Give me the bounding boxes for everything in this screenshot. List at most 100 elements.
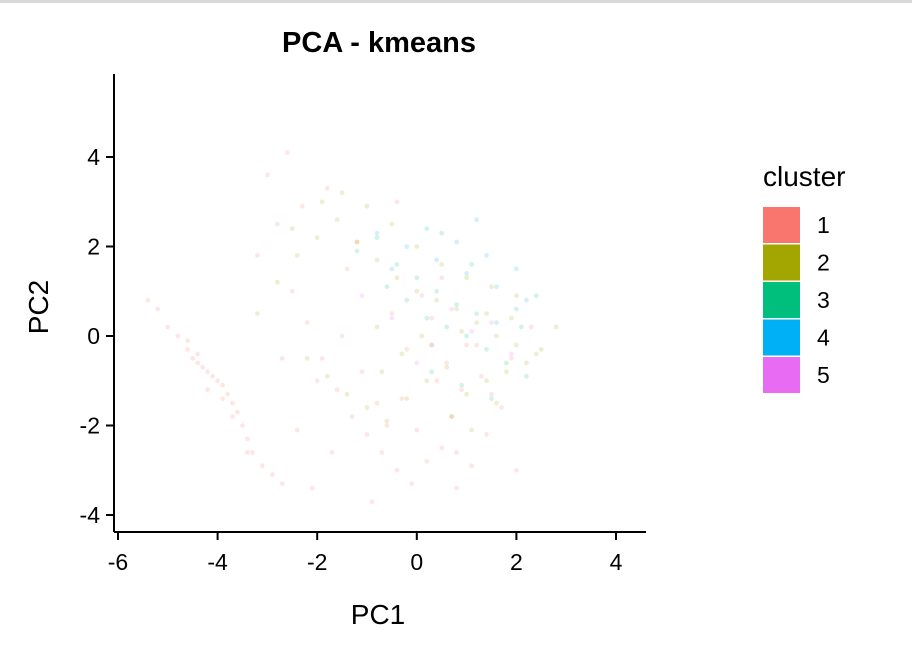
legend-key-1 [763,207,800,243]
x-tick-label: 0 [410,549,423,575]
point-cluster-5 [509,351,514,357]
point-cluster-3 [444,324,450,330]
point-cluster-3 [454,302,459,308]
x-tick-label: -2 [307,549,327,575]
point-cluster-1 [439,445,445,451]
point-cluster-3 [464,333,469,339]
point-cluster-2 [414,288,420,294]
point-cluster-1 [279,481,285,487]
point-cluster-2 [424,378,430,384]
point-cluster-1 [449,414,455,419]
point-cluster-5 [359,293,365,299]
point-cluster-2 [389,221,395,227]
point-cluster-1 [469,463,474,469]
y-tick-label: 4 [87,144,100,170]
point-cluster-1 [260,463,265,469]
point-cluster-1 [299,203,305,209]
x-tick-label: -6 [108,549,128,575]
point-cluster-1 [215,378,221,384]
point-cluster-1 [265,172,270,178]
point-cluster-1 [454,450,459,455]
point-cluster-2 [484,378,489,384]
point-cluster-1 [235,409,240,415]
point-cluster-2 [364,405,370,410]
point-cluster-1 [459,387,464,393]
point-cluster-1 [294,427,300,433]
point-cluster-1 [145,297,151,303]
point-cluster-2 [294,253,300,258]
point-cluster-1 [399,396,405,401]
point-cluster-3 [374,235,380,241]
point-cluster-2 [464,275,469,281]
point-cluster-2 [429,342,435,348]
point-cluster-4 [474,217,479,223]
point-cluster-2 [394,275,400,281]
point-cluster-1 [514,467,519,473]
point-cluster-1 [359,369,365,375]
point-cluster-3 [354,248,360,254]
point-cluster-3 [434,288,440,294]
point-cluster-2 [494,400,499,406]
point-cluster-3 [474,311,479,316]
point-cluster-2 [489,284,494,290]
point-cluster-3 [429,369,435,375]
point-cluster-3 [424,315,430,321]
point-cluster-2 [324,373,330,379]
point-cluster-5 [414,360,420,366]
point-cluster-4 [424,226,430,232]
point-cluster-1 [394,467,400,473]
point-cluster-2 [464,391,469,397]
point-cluster-1 [334,387,340,393]
point-cluster-1 [354,239,360,245]
point-cluster-1 [255,253,260,258]
point-cluster-2 [334,217,340,223]
point-cluster-1 [185,347,191,352]
point-cluster-2 [304,356,310,361]
point-cluster-1 [210,373,216,379]
point-cluster-2 [449,414,455,419]
point-cluster-1 [250,450,255,455]
point-cluster-1 [434,378,440,384]
point-cluster-1 [275,221,280,227]
point-cluster-1 [439,275,445,281]
point-cluster-2 [354,239,360,245]
point-cluster-2 [379,369,385,375]
legend-title: cluster [763,161,845,192]
point-cluster-1 [424,458,430,464]
point-cluster-1 [195,351,201,357]
point-cluster-1 [394,199,400,205]
points-layer [145,150,559,504]
point-cluster-1 [324,185,330,191]
point-cluster-1 [329,450,335,455]
point-cluster-3 [489,396,494,401]
point-cluster-1 [474,342,479,348]
point-cluster-1 [284,150,290,155]
legend-items: 1 2 3 4 5 [763,207,830,393]
point-cluster-2 [524,360,529,366]
point-cluster-1 [155,306,161,312]
legend-key-5 [763,357,800,393]
point-cluster-2 [469,427,474,433]
point-cluster-2 [538,347,544,352]
point-cluster-2 [275,279,280,285]
point-cluster-2 [439,262,445,267]
point-cluster-1 [195,360,201,366]
point-cluster-4 [404,244,410,249]
point-cluster-2 [384,418,390,424]
point-cluster-2 [459,329,464,334]
point-cluster-1 [364,432,370,437]
legend-key-2 [763,244,800,281]
point-cluster-2 [364,203,370,209]
point-cluster-1 [225,391,231,397]
chart-title: PCA - kmeans [282,27,476,59]
point-cluster-4 [464,271,469,276]
point-cluster-1 [205,369,211,375]
legend: cluster 1 2 3 4 5 [763,161,845,393]
point-cluster-3 [459,382,464,388]
x-ticks: -6 -4 -2 0 2 4 [108,532,623,575]
point-cluster-1 [409,481,415,487]
point-cluster-1 [479,373,484,379]
point-cluster-4 [514,266,519,272]
point-cluster-5 [449,306,455,312]
